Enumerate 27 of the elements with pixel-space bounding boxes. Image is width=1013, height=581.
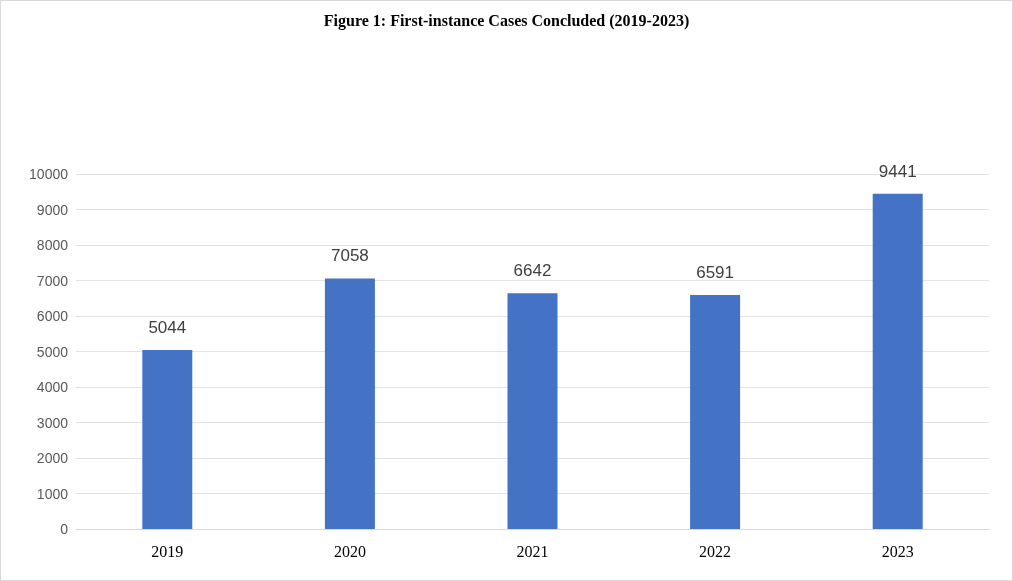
x-tick-label: 2020 — [333, 542, 366, 560]
y-tick-label: 4000 — [36, 379, 69, 395]
data-label: 6642 — [513, 261, 552, 281]
data-label: 9441 — [878, 161, 917, 181]
y-tick-label: 9000 — [36, 201, 69, 218]
x-tick-label: 2019 — [151, 542, 184, 560]
x-tick-label: 2022 — [699, 542, 732, 560]
y-tick-label: 10000 — [29, 166, 69, 182]
x-tick-label: 2023 — [881, 542, 914, 560]
bar — [324, 278, 375, 529]
chart-title: Figure 1: First-instance Cases Concluded (2019-2023) — [323, 11, 690, 30]
bar — [142, 349, 193, 529]
y-tick-label: 7000 — [36, 272, 69, 289]
data-label: 6591 — [696, 263, 735, 283]
y-tick-label: 0 — [60, 521, 69, 537]
y-tick-label: 1000 — [36, 485, 69, 502]
bar — [872, 193, 923, 529]
y-tick-label: 6000 — [36, 308, 69, 324]
y-tick-label: 5000 — [36, 343, 69, 360]
data-label: 7058 — [330, 246, 369, 266]
y-tick-label: 3000 — [36, 414, 69, 431]
bar — [507, 293, 558, 529]
y-tick-label: 2000 — [36, 450, 69, 466]
bar — [690, 295, 741, 529]
data-label: 5044 — [148, 317, 187, 337]
x-tick-label: 2021 — [516, 542, 549, 560]
y-tick-label: 8000 — [36, 237, 69, 253]
